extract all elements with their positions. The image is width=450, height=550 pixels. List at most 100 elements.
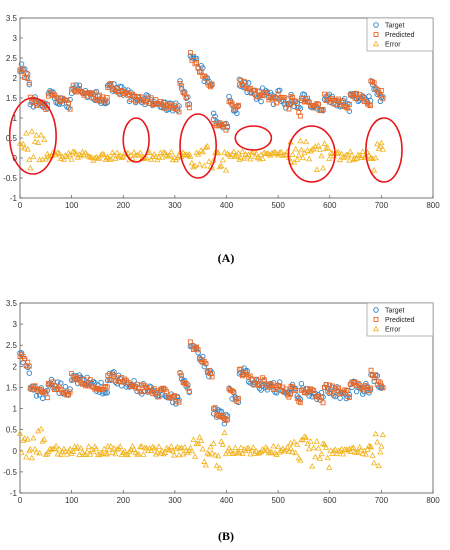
error-point [34, 139, 42, 145]
predicted-point [376, 89, 382, 95]
predicted-point [314, 101, 320, 107]
error-point [359, 450, 366, 457]
error-point [306, 155, 313, 162]
error-point [27, 445, 34, 452]
predicted-point [119, 375, 125, 381]
predicted-point [161, 104, 166, 110]
predicted-point [86, 90, 92, 96]
predicted-point [336, 96, 341, 102]
error-point [46, 153, 54, 160]
error-point [70, 148, 77, 154]
predicted-point [297, 113, 303, 119]
predicted-series [17, 339, 386, 423]
predicted-point [22, 356, 28, 362]
predicted-point [360, 387, 366, 393]
error-point [245, 445, 252, 451]
error-point [284, 443, 291, 450]
error-point [248, 149, 255, 155]
x-tick-label: 700 [375, 496, 389, 505]
error-point [309, 462, 316, 469]
error-point [24, 435, 31, 442]
predicted-point [192, 61, 198, 67]
x-tick-label: 500 [271, 201, 285, 210]
x-tick-label: 100 [65, 201, 79, 210]
predicted-point [66, 100, 71, 106]
predicted-point [257, 93, 262, 99]
predicted-point [305, 386, 311, 392]
predicted-point [320, 400, 326, 406]
error-point [188, 159, 195, 166]
legend-label: Predicted [385, 32, 415, 39]
target-point [312, 390, 319, 397]
y-tick-label: 0.5 [6, 426, 18, 435]
error-point [202, 461, 209, 468]
error-point [374, 140, 381, 147]
error-point [359, 148, 366, 154]
error-point [73, 445, 80, 452]
error-point [199, 148, 206, 155]
predicted-point [339, 99, 345, 105]
predicted-point [114, 85, 120, 91]
predicted-point [198, 68, 204, 74]
predicted-point [315, 101, 321, 107]
error-point [85, 443, 92, 449]
predicted-point [281, 389, 287, 395]
error-point [298, 146, 305, 153]
target-point [259, 85, 266, 91]
error-point [294, 441, 301, 447]
error-point [278, 148, 285, 155]
predicted-point [328, 97, 334, 103]
predicted-point [303, 98, 309, 104]
error-series [16, 128, 386, 173]
predicted-point [331, 101, 337, 107]
predicted-point [343, 388, 349, 393]
error-point [146, 149, 153, 155]
error-point [372, 154, 379, 161]
error-point [184, 152, 191, 158]
predicted-point [108, 377, 114, 383]
error-point [224, 447, 231, 454]
error-point [267, 448, 274, 455]
error-point [67, 151, 74, 157]
legend-label: Error [385, 42, 401, 49]
predicted-point [241, 371, 247, 377]
predicted-point [175, 395, 180, 401]
error-point [227, 447, 234, 454]
predicted-point [319, 107, 324, 113]
error-point [289, 448, 296, 455]
error-point [316, 455, 324, 461]
error-point [264, 445, 271, 452]
error-point [215, 452, 222, 459]
predicted-point [215, 123, 221, 129]
error-point [97, 151, 105, 158]
error-point [378, 442, 385, 449]
predicted-point [147, 387, 153, 393]
predicted-point [52, 387, 58, 392]
error-point [327, 447, 334, 453]
y-tick-label: 3.5 [6, 299, 18, 308]
error-point [54, 450, 61, 457]
chart-panel-a: 0 100 200 300 400 500 600 700 800 -1 -0.5 0 0.5 1 1.5 2… [3, 14, 440, 210]
predicted-point [296, 398, 302, 404]
error-point [33, 131, 40, 138]
predicted-point [284, 101, 290, 107]
error-point [135, 451, 142, 457]
error-point [104, 442, 111, 449]
x-tick-label: 600 [323, 201, 337, 210]
legend-label: Predicted [385, 317, 415, 324]
target-point [26, 370, 33, 376]
predicted-point [208, 371, 213, 377]
predicted-point [329, 96, 335, 102]
predicted-point [177, 370, 183, 376]
error-point [256, 449, 263, 456]
error-point [70, 448, 77, 454]
error-point [129, 442, 136, 449]
predicted-point [125, 92, 131, 98]
target-point [301, 91, 308, 98]
predicted-point [73, 376, 79, 382]
error-point [378, 139, 385, 146]
predicted-point [378, 87, 384, 93]
predicted-point [108, 81, 114, 86]
error-point [298, 436, 305, 443]
predicted-point [147, 101, 153, 106]
